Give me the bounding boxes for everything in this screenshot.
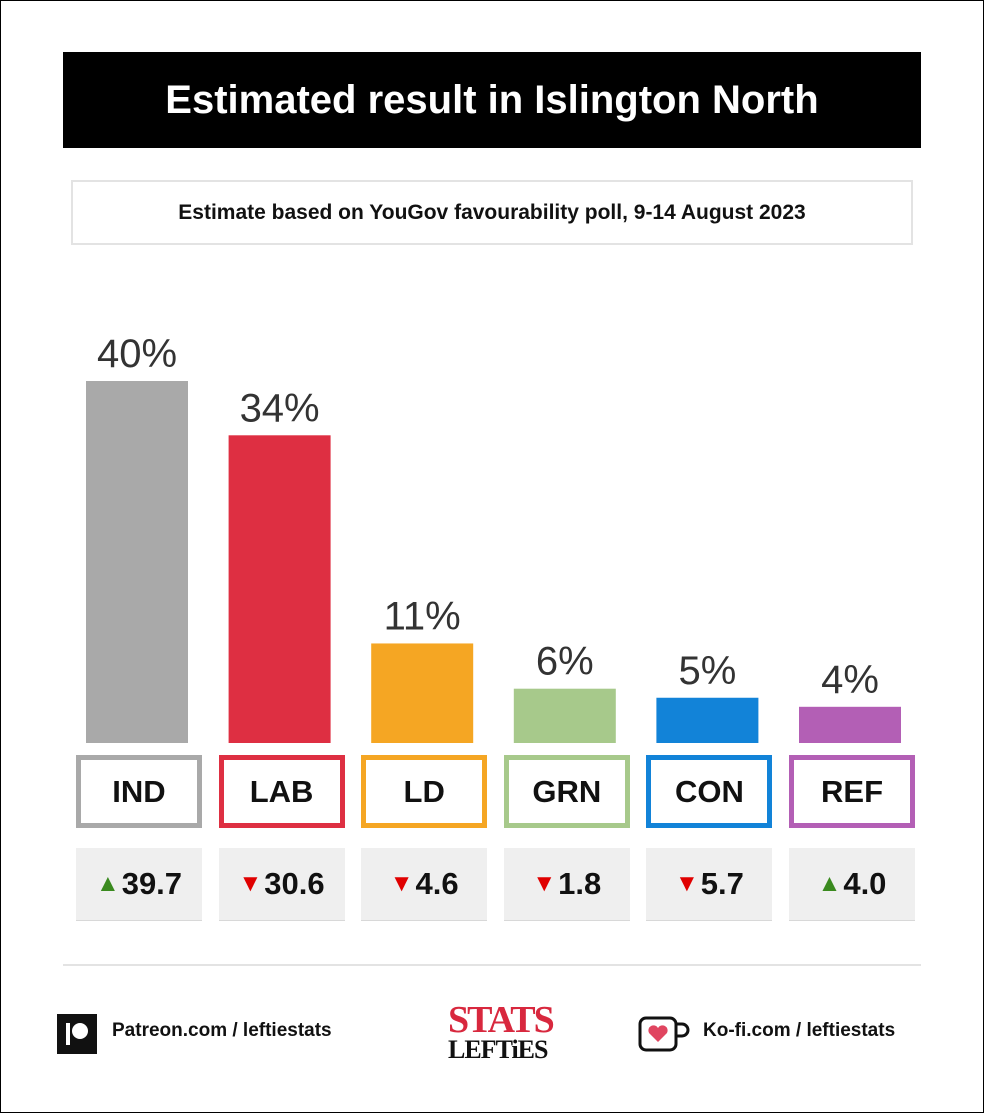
party-label-lab: LAB	[218, 755, 345, 828]
value-label-ld: 11%	[384, 594, 461, 638]
party-label-ld: LD	[361, 755, 488, 828]
logo-top: STATS	[448, 999, 555, 1041]
change-value: 4.0	[843, 866, 887, 901]
change-value: 30.6	[264, 866, 325, 901]
footer-divider	[63, 964, 921, 966]
triangle-up-icon: ▲	[817, 870, 842, 897]
stats-for-lefties-logo: STATS LEFTiES	[448, 1001, 555, 1063]
change-con: ▼ 5.7	[646, 848, 773, 920]
party-label-grn: GRN	[503, 755, 630, 828]
bar-lab	[228, 435, 331, 743]
value-label-ind: 40%	[97, 332, 177, 376]
change-ref: ▲ 4.0	[789, 848, 915, 920]
change-value: 1.8	[558, 866, 602, 901]
triangle-down-icon: ▼	[389, 870, 414, 897]
chart-subtitle: Estimate based on YouGov favourability p…	[71, 180, 913, 245]
value-label-con: 5%	[678, 649, 736, 693]
triangle-down-icon: ▼	[238, 870, 263, 897]
kofi-cup-icon	[638, 1016, 690, 1052]
triangle-down-icon: ▼	[532, 870, 557, 897]
bar-ld	[371, 643, 474, 743]
change-value: 4.6	[415, 866, 459, 901]
change-value: 39.7	[121, 866, 183, 901]
triangle-up-icon: ▲	[95, 870, 120, 897]
change-lab: ▼ 30.6	[218, 848, 345, 920]
triangle-down-icon: ▼	[674, 870, 699, 897]
party-label-con: CON	[646, 755, 773, 828]
bar-con	[656, 697, 759, 743]
bar-grn	[513, 688, 616, 743]
change-value: 5.7	[700, 866, 744, 901]
change-ld: ▼ 4.6	[361, 848, 488, 920]
value-label-grn: 6%	[536, 640, 594, 684]
chart-title: Estimated result in Islington North	[63, 52, 921, 148]
change-grn: ▼ 1.8	[503, 848, 630, 920]
kofi-link[interactable]: Ko-fi.com / leftiestats	[703, 1020, 896, 1041]
party-label-ind: IND	[76, 755, 202, 828]
bar-ref	[799, 706, 901, 743]
bar-ind	[86, 381, 188, 743]
party-label-ref: REF	[789, 755, 915, 828]
bar-chart: 40% 34% 11% 6% 5% 4%	[86, 332, 901, 743]
patreon-link[interactable]: Patreon.com / leftiestats	[112, 1020, 332, 1041]
logo-bottom: LEFTiES	[448, 1035, 548, 1064]
change-ind: ▲ 39.7	[76, 848, 202, 920]
value-label-lab: 34%	[240, 386, 320, 430]
patreon-icon	[57, 1014, 97, 1054]
value-label-ref: 4%	[821, 658, 879, 702]
